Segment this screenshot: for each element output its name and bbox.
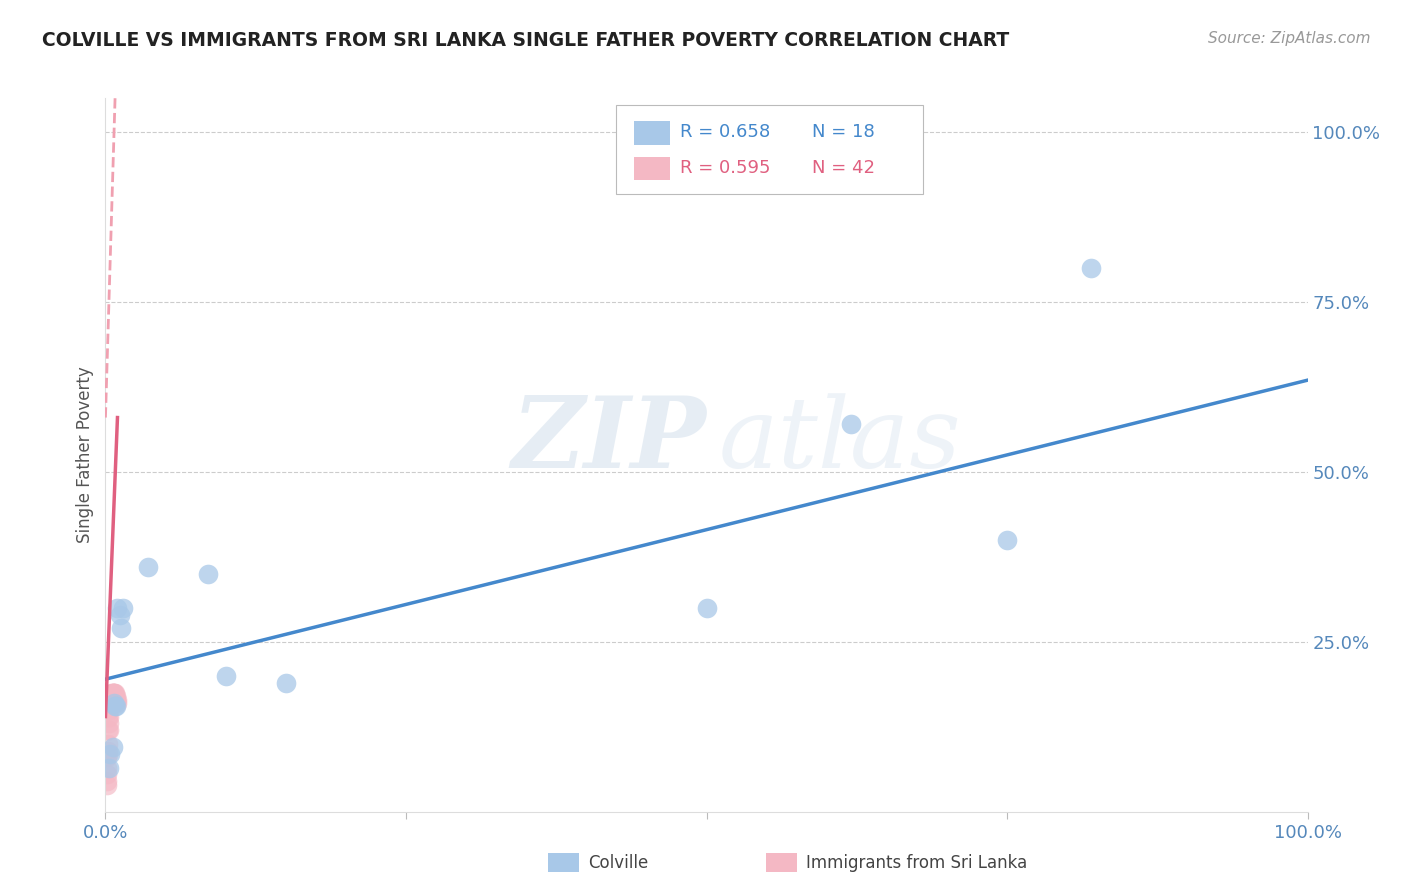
Point	[136, 560, 159, 574]
Point	[101, 740, 124, 755]
Point	[97, 723, 120, 738]
Point	[96, 778, 118, 792]
Point	[101, 689, 124, 703]
Point	[100, 689, 122, 703]
Point	[96, 750, 118, 764]
Text: R = 0.658: R = 0.658	[681, 123, 770, 141]
Point	[103, 686, 125, 700]
Text: N = 42: N = 42	[813, 159, 876, 177]
Bar	[634, 121, 671, 145]
Text: COLVILLE VS IMMIGRANTS FROM SRI LANKA SINGLE FATHER POVERTY CORRELATION CHART: COLVILLE VS IMMIGRANTS FROM SRI LANKA SI…	[42, 31, 1010, 50]
Point	[108, 607, 131, 622]
Point	[103, 686, 125, 700]
Point	[112, 600, 135, 615]
FancyBboxPatch shape	[616, 105, 922, 194]
Point	[98, 760, 121, 774]
Point	[104, 696, 127, 710]
Point	[104, 692, 127, 706]
Point	[105, 689, 128, 703]
Text: R = 0.595: R = 0.595	[681, 159, 770, 177]
Point	[97, 747, 120, 761]
Point	[98, 696, 121, 710]
Point	[98, 703, 121, 717]
Point	[97, 709, 120, 723]
Point	[104, 699, 127, 714]
Point	[97, 737, 120, 751]
Text: Immigrants from Sri Lanka: Immigrants from Sri Lanka	[806, 854, 1026, 871]
Point	[995, 533, 1018, 547]
Point	[100, 692, 122, 706]
Point	[103, 689, 125, 703]
Point	[105, 692, 128, 706]
Point	[98, 692, 121, 706]
Point	[101, 686, 124, 700]
Point	[214, 669, 236, 683]
Point	[96, 767, 118, 781]
Point	[97, 743, 120, 757]
Point	[98, 723, 121, 738]
Point	[100, 696, 122, 710]
Point	[103, 692, 125, 706]
Point	[107, 696, 129, 710]
Point	[105, 699, 128, 714]
Text: N = 18: N = 18	[813, 123, 875, 141]
Bar	[634, 157, 671, 180]
Point	[104, 689, 127, 703]
Point	[98, 699, 121, 714]
Point	[101, 686, 124, 700]
Text: Colville: Colville	[588, 854, 648, 871]
Text: ZIP: ZIP	[512, 392, 707, 489]
Point	[197, 566, 219, 581]
Point	[98, 696, 121, 710]
Point	[98, 689, 121, 703]
Point	[96, 774, 118, 789]
Text: atlas: atlas	[718, 393, 962, 488]
Point	[110, 621, 132, 635]
Point	[98, 747, 121, 761]
Point	[274, 675, 297, 690]
Point	[1080, 260, 1102, 275]
Point	[107, 600, 129, 615]
Point	[96, 760, 118, 774]
Point	[98, 716, 121, 731]
Point	[103, 696, 125, 710]
Point	[100, 689, 122, 703]
Point	[696, 600, 718, 615]
Point	[101, 686, 124, 700]
Point	[104, 686, 127, 700]
Point	[839, 417, 862, 432]
Point	[107, 692, 129, 706]
Y-axis label: Single Father Poverty: Single Father Poverty	[76, 367, 94, 543]
Point	[100, 692, 122, 706]
Text: Source: ZipAtlas.com: Source: ZipAtlas.com	[1208, 31, 1371, 46]
Point	[100, 686, 122, 700]
Point	[98, 709, 121, 723]
Point	[98, 699, 121, 714]
